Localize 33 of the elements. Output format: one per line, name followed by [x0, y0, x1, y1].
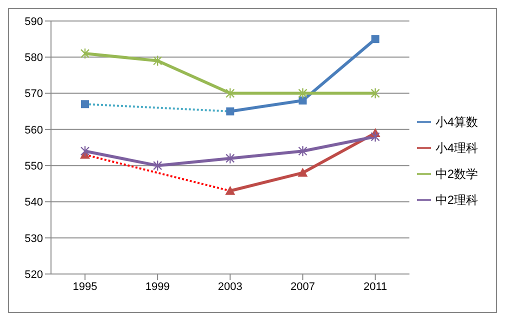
point — [225, 186, 236, 195]
point — [371, 35, 380, 44]
y-tick-label: 520 — [24, 268, 43, 281]
y-tick-label: 530 — [24, 232, 43, 245]
legend-label: 中2理科 — [435, 192, 478, 206]
y-tick-label: 590 — [24, 16, 43, 28]
point — [80, 48, 90, 60]
legend-label: 小4理科 — [435, 140, 478, 154]
point — [298, 146, 308, 157]
x-tick-label: 2003 — [218, 280, 242, 293]
point — [298, 88, 308, 99]
x-tick-label: 2007 — [290, 280, 315, 293]
y-tick-label: 550 — [24, 160, 43, 172]
point — [226, 88, 235, 99]
legend-label: 中2数学 — [435, 166, 478, 180]
point — [152, 55, 162, 66]
point — [370, 88, 380, 99]
point — [370, 131, 380, 142]
x-tick-label: 1999 — [145, 280, 170, 293]
x-tick-label: 2011 — [363, 280, 388, 293]
x-tick-label: 1995 — [72, 280, 98, 293]
point — [80, 146, 90, 157]
legend-label: 小4算数 — [435, 114, 478, 128]
y-tick-label: 540 — [24, 196, 43, 209]
point — [298, 96, 307, 105]
point — [226, 107, 234, 116]
point — [152, 160, 162, 172]
y-tick-label: 570 — [24, 88, 43, 100]
point — [226, 152, 235, 164]
y-tick-label: 580 — [24, 52, 43, 64]
y-tick-label: 560 — [24, 124, 43, 136]
point — [298, 168, 308, 177]
point — [81, 100, 89, 108]
